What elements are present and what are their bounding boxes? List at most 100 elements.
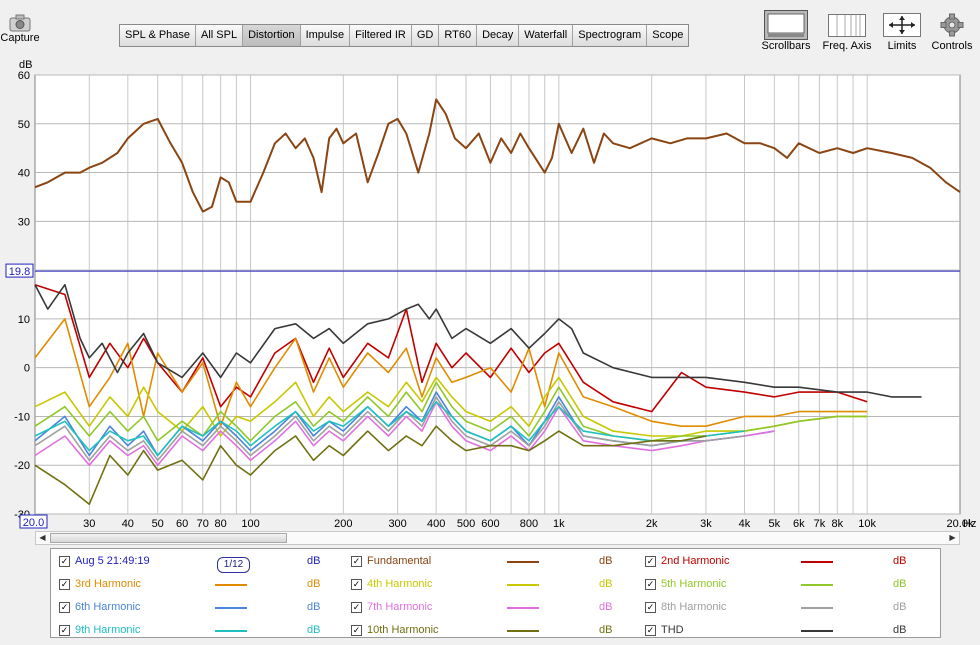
trace-visible-checkbox[interactable]: ✓	[59, 602, 70, 613]
x-tick-label: 2k	[646, 518, 658, 530]
graph-tabs: SPL & Phase All SPL Distortion Impulse Filte…	[119, 24, 690, 47]
series-line	[34, 98, 961, 213]
tab-waterfall[interactable]: Waterfall	[519, 25, 574, 46]
legend-label: 7th Harmonic	[367, 601, 433, 613]
legend-item: ✓ Fundamental dB	[351, 552, 641, 570]
limits-icon	[883, 13, 921, 37]
x-tick-label: 300	[388, 518, 406, 530]
tab-gd[interactable]: GD	[411, 25, 440, 46]
legend-unit: dB	[599, 555, 613, 567]
tab-all-spl[interactable]: All SPL	[196, 25, 244, 46]
trace-visible-checkbox[interactable]: ✓	[351, 625, 362, 636]
freq-axis-icon	[828, 14, 866, 37]
y-tick-label: 60	[18, 70, 30, 82]
legend-swatch[interactable]	[215, 584, 247, 586]
legend-item: ✓ 6th Harmonic dB	[59, 598, 349, 616]
controls-label: Controls	[931, 40, 973, 52]
x-tick-label: 40	[122, 518, 134, 530]
capture-button[interactable]: Capture	[0, 14, 40, 44]
x-tick-label: 3k	[700, 518, 712, 530]
trace-visible-checkbox[interactable]: ✓	[645, 625, 656, 636]
legend-label: 4th Harmonic	[367, 578, 433, 590]
y-axis-unit: dB	[19, 59, 32, 71]
freq-axis-button[interactable]: Freq. Axis	[818, 10, 876, 52]
legend-swatch[interactable]	[507, 607, 539, 609]
legend-swatch[interactable]	[215, 607, 247, 609]
x-tick-label: 50	[152, 518, 164, 530]
legend-item: ✓ 8th Harmonic dB	[645, 598, 935, 616]
legend-swatch[interactable]	[801, 561, 833, 563]
x-tick-label: 30	[83, 518, 95, 530]
legend-unit: dB	[307, 578, 321, 590]
x-tick-label: 8k	[831, 518, 843, 530]
x-tick-label: 600	[481, 518, 499, 530]
legend-item: ✓ 10th Harmonic dB	[351, 621, 641, 639]
capture-label: Capture	[0, 32, 40, 44]
scrollbars-button[interactable]: Scrollbars	[757, 10, 815, 52]
scroll-thumb[interactable]	[50, 533, 287, 543]
series-line	[34, 425, 707, 505]
x-tick-label: 6k	[793, 518, 805, 530]
camera-icon	[9, 14, 31, 32]
legend-label: 9th Harmonic	[75, 624, 141, 636]
horizontal-scrollbar[interactable]: ◀ ▶	[35, 531, 960, 545]
trace-visible-checkbox[interactable]: ✓	[351, 602, 362, 613]
legend-swatch[interactable]	[801, 630, 833, 632]
trace-visible-checkbox[interactable]: ✓	[645, 579, 656, 590]
y-tick-label: 30	[18, 216, 30, 228]
series-line	[34, 396, 745, 462]
limits-button[interactable]: Limits	[876, 10, 928, 52]
legend-swatch[interactable]	[507, 630, 539, 632]
legend-swatch[interactable]	[801, 584, 833, 586]
scroll-left-icon[interactable]: ◀	[39, 533, 46, 542]
distortion-chart[interactable]: -30-20-100102030405060dB3040506070801002…	[0, 56, 980, 531]
legend-item: ✓ 7th Harmonic dB	[351, 598, 641, 616]
cursor-level-label: 19.8	[9, 266, 30, 278]
legend-swatch[interactable]	[507, 561, 539, 563]
y-tick-label: 50	[18, 119, 30, 131]
legend-item: ✓ 5th Harmonic dB	[645, 575, 935, 593]
x-tick-label: 5k	[769, 518, 781, 530]
trace-visible-checkbox[interactable]: ✓	[59, 625, 70, 636]
series-line	[34, 401, 775, 466]
tab-spectrogram[interactable]: Spectrogram	[573, 25, 648, 46]
legend-swatch[interactable]	[507, 584, 539, 586]
scroll-right-icon[interactable]: ▶	[949, 533, 956, 542]
tab-scope[interactable]: Scope	[647, 25, 689, 46]
legend-swatch[interactable]	[215, 630, 247, 632]
series-line	[34, 318, 868, 427]
controls-button[interactable]: Controls	[928, 10, 976, 52]
x-start-box	[19, 514, 48, 529]
tab-rt60[interactable]: RT60	[439, 25, 478, 46]
series-line	[34, 401, 745, 457]
x-start-label: 20.0	[23, 517, 44, 529]
legend-label: 3rd Harmonic	[75, 578, 142, 590]
tab-filtered-ir[interactable]: Filtered IR	[350, 25, 412, 46]
trace-visible-checkbox[interactable]: ✓	[351, 579, 362, 590]
limits-label: Limits	[887, 40, 917, 52]
trace-visible-checkbox[interactable]: ✓	[645, 602, 656, 613]
trace-visible-checkbox[interactable]: ✓	[59, 556, 70, 567]
tab-impulse[interactable]: Impulse	[300, 25, 351, 46]
cursor-level-box	[5, 263, 34, 278]
y-tick-label: 10	[18, 314, 30, 326]
legend-swatch[interactable]	[801, 607, 833, 609]
smoothing-badge[interactable]: 1/12	[217, 557, 250, 573]
legend-item: ✓ 4th Harmonic dB	[351, 575, 641, 593]
trace-visible-checkbox[interactable]: ✓	[351, 556, 362, 567]
legend-item: ✓ THD dB	[645, 621, 935, 639]
series-line	[34, 283, 922, 398]
trace-visible-checkbox[interactable]: ✓	[645, 556, 656, 567]
tab-decay[interactable]: Decay	[477, 25, 520, 46]
tab-spl-phase[interactable]: SPL & Phase	[120, 25, 197, 46]
legend-label: 6th Harmonic	[75, 601, 141, 613]
legend-unit: dB	[599, 624, 613, 636]
trace-visible-checkbox[interactable]: ✓	[59, 579, 70, 590]
legend-label: 10th Harmonic	[367, 624, 439, 636]
legend-label: 8th Harmonic	[661, 601, 727, 613]
y-tick-label: 40	[18, 168, 30, 180]
trace-legend: ✓ Aug 5 21:49:19 1/12 dB ✓ Fundamental dB ✓ 2nd …	[50, 548, 941, 638]
tab-distortion[interactable]: Distortion	[243, 25, 301, 46]
series-line	[34, 381, 868, 442]
freq-axis-label: Freq. Axis	[822, 40, 872, 52]
